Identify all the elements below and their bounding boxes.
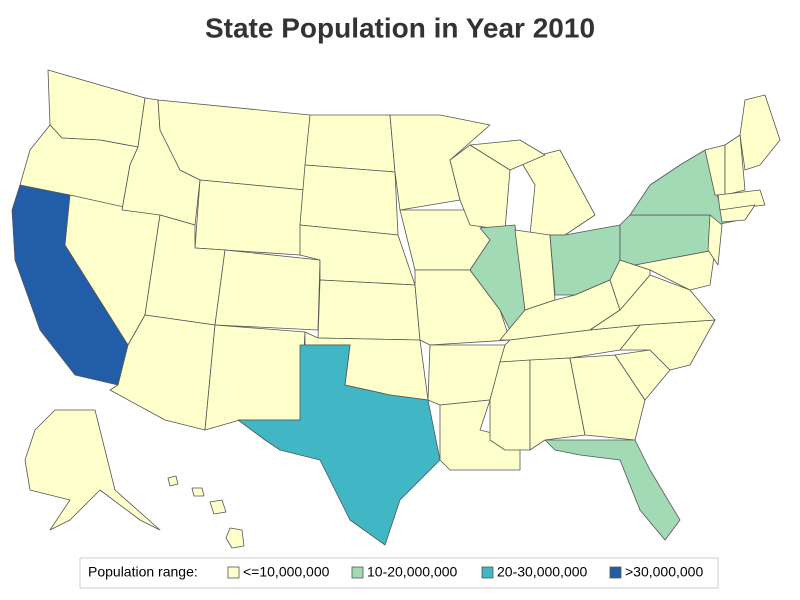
legend-label: <=10,000,000 xyxy=(243,564,330,580)
state xyxy=(47,69,146,148)
legend-label: >30,000,000 xyxy=(625,564,703,580)
state xyxy=(609,259,651,311)
state xyxy=(204,324,306,431)
state xyxy=(707,214,723,266)
state xyxy=(191,487,205,497)
states xyxy=(11,69,781,549)
state xyxy=(194,179,306,256)
state xyxy=(724,134,746,196)
state xyxy=(519,149,596,236)
legend: <=10,000,000 10-20,000,000 20-30,000,000 >3… xyxy=(227,564,703,580)
state xyxy=(569,354,646,441)
legend-label: 20-30,000,000 xyxy=(497,564,588,580)
state xyxy=(299,164,399,236)
state xyxy=(634,249,716,291)
legend-swatch xyxy=(609,566,622,579)
state xyxy=(237,344,441,546)
legend-swatch xyxy=(227,566,240,579)
state xyxy=(439,399,521,471)
state xyxy=(225,527,245,549)
legend-swatch xyxy=(481,566,494,579)
state xyxy=(469,139,546,171)
state xyxy=(24,409,161,531)
state xyxy=(719,204,756,223)
state xyxy=(529,357,586,451)
state xyxy=(304,114,396,173)
state xyxy=(214,249,321,331)
legend-label: 10-20,000,000 xyxy=(367,564,458,580)
state xyxy=(167,475,179,487)
legend-title: Population range: xyxy=(88,564,198,580)
map-title: State Population in Year 2010 xyxy=(205,12,595,43)
state xyxy=(739,94,781,171)
state xyxy=(544,439,681,541)
state xyxy=(317,279,421,341)
legend-swatch xyxy=(351,566,364,579)
state xyxy=(209,499,227,515)
